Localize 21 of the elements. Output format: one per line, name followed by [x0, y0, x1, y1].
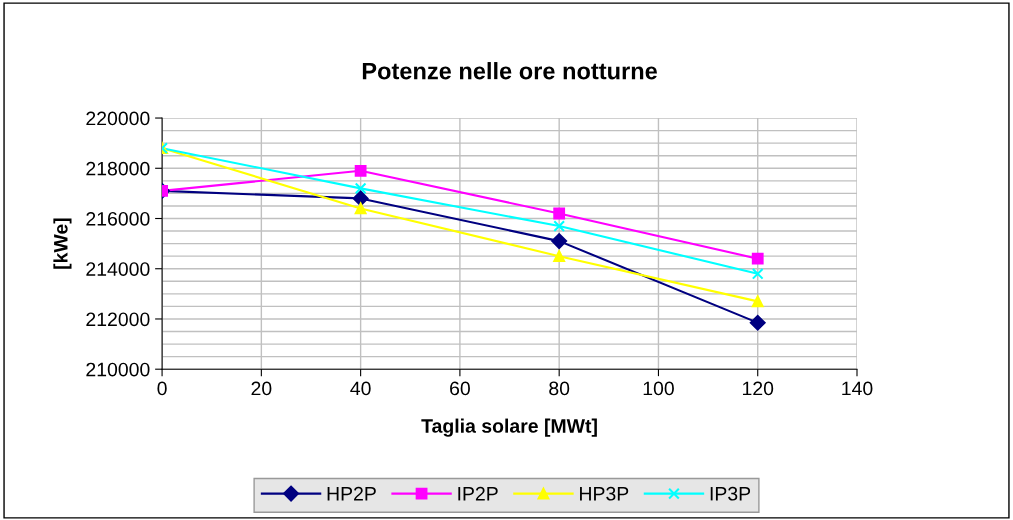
y-tick-label: 218000: [86, 161, 150, 176]
x-tick-label: 60: [450, 381, 470, 396]
x-tick-label: 0: [157, 381, 167, 396]
x-tick-label: 140: [842, 381, 873, 396]
y-tick-label: 216000: [86, 211, 150, 226]
x-tick-label: 80: [549, 381, 570, 396]
x-tick-label: 20: [251, 381, 272, 396]
y-tick-label: 212000: [86, 312, 150, 327]
x-tick-label: 100: [643, 381, 674, 396]
y-axis-title: [kWe]: [53, 218, 72, 269]
y-tick-label: 210000: [86, 362, 150, 377]
x-tick-label: 40: [350, 381, 371, 396]
legend-label: HP3P: [580, 486, 629, 501]
y-tick-label: 214000: [86, 262, 150, 276]
x-tick-label: 120: [742, 381, 774, 396]
legend-label: HP2P: [327, 486, 376, 501]
y-tick-label: 220000: [86, 111, 150, 126]
legend-label: IP2P: [458, 486, 498, 501]
x-axis-title: Taglia solare [MWt]: [421, 418, 597, 437]
legend-label: IP3P: [710, 486, 751, 501]
chart-title: Potenze nelle ore notturne: [362, 62, 657, 80]
